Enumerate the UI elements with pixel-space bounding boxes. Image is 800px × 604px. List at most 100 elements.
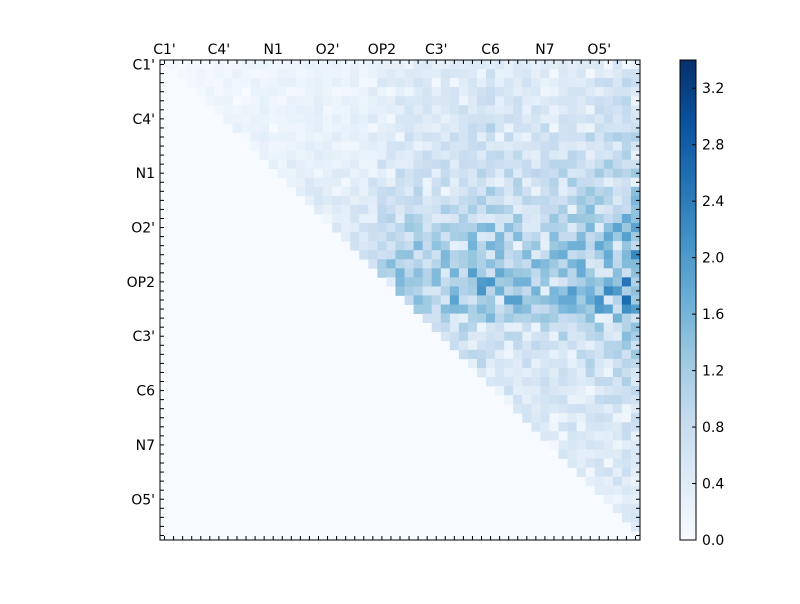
heatmap-cell [567, 69, 578, 79]
heatmap-cell [540, 141, 550, 151]
heatmap-cell [585, 286, 596, 296]
heatmap-cell [486, 204, 496, 215]
heatmap-cell [558, 440, 568, 450]
heatmap-cell [612, 286, 623, 296]
heatmap-cell [486, 286, 496, 296]
heatmap-cell [603, 304, 614, 314]
heatmap-cell [295, 60, 306, 70]
heatmap-cell [522, 268, 532, 278]
heatmap-cell [576, 114, 587, 124]
heatmap-cell [413, 232, 424, 242]
heatmap-cell [504, 177, 514, 188]
heatmap-cell [531, 304, 541, 314]
heatmap-cell [431, 159, 442, 170]
heatmap-cell [531, 223, 541, 233]
heatmap-cell [549, 204, 559, 215]
heatmap-cell [585, 277, 596, 287]
heatmap-cell [431, 295, 442, 305]
heatmap-cell [522, 132, 532, 142]
y-tick-label: O5' [131, 492, 155, 508]
heatmap-cell [404, 123, 414, 133]
heatmap-cell [603, 485, 614, 496]
heatmap-cell [449, 268, 460, 278]
heatmap-cell [531, 322, 541, 333]
heatmap-cell [603, 449, 614, 459]
heatmap-cell [449, 195, 460, 206]
heatmap-cell [431, 168, 442, 179]
heatmap-cell [576, 204, 587, 215]
heatmap-cell [594, 449, 605, 459]
heatmap-cell [286, 177, 297, 188]
y-tick-label: C3' [132, 329, 155, 345]
heatmap-cell [504, 204, 514, 215]
heatmap-cell [377, 250, 387, 260]
heatmap-cell [449, 322, 460, 333]
heatmap-cell [214, 69, 224, 79]
heatmap-cell [350, 78, 360, 88]
heatmap-cell [549, 223, 559, 233]
heatmap-cell [422, 268, 433, 278]
heatmap-cell [513, 259, 523, 269]
heatmap-cell [594, 141, 605, 151]
heatmap-cell [313, 177, 324, 188]
heatmap-cell [495, 304, 505, 314]
heatmap-cell [467, 295, 478, 305]
heatmap-cell [531, 367, 541, 378]
heatmap-cell [205, 69, 215, 79]
heatmap-cell [395, 123, 405, 133]
colorbar-tick-label: 1.6 [702, 307, 724, 323]
heatmap-cell [404, 114, 414, 124]
heatmap-cell [313, 114, 324, 124]
heatmap-cell [621, 313, 632, 324]
heatmap-cell [458, 123, 469, 133]
heatmap-cell [522, 313, 532, 324]
heatmap-cell [531, 123, 541, 133]
heatmap-cell [495, 340, 505, 351]
heatmap-cell [513, 286, 523, 296]
heatmap-cell [386, 213, 396, 224]
heatmap-cell [332, 223, 342, 233]
heatmap-cell [377, 159, 387, 170]
heatmap-cell [558, 449, 568, 459]
heatmap-cell [250, 78, 261, 88]
heatmap-cell [341, 232, 351, 242]
heatmap-cell [585, 413, 596, 423]
heatmap-cell [350, 168, 360, 179]
heatmap-cell [431, 123, 442, 133]
heatmap-cell [458, 159, 469, 170]
heatmap-cell [594, 114, 605, 124]
heatmap-cell [323, 69, 333, 79]
heatmap-cell [449, 105, 460, 115]
heatmap-cell [495, 241, 505, 251]
heatmap-cell [368, 232, 378, 242]
heatmap-cell [368, 150, 378, 161]
heatmap-cell [531, 159, 541, 170]
heatmap-cell [295, 96, 306, 106]
heatmap-cell [558, 322, 568, 333]
heatmap-cell [612, 114, 623, 124]
heatmap-cell [630, 268, 641, 278]
heatmap-cell [440, 132, 451, 142]
heatmap-cell [612, 168, 623, 179]
heatmap-cell [603, 277, 614, 287]
heatmap-cell [404, 159, 414, 170]
heatmap-cell [603, 87, 614, 97]
heatmap-cell [368, 78, 378, 88]
heatmap-cell [431, 69, 442, 79]
heatmap-cell [169, 60, 179, 70]
heatmap-cell [467, 241, 478, 251]
heatmap-cell [323, 195, 333, 206]
heatmap-cell [504, 367, 514, 378]
heatmap-cell [549, 114, 559, 124]
heatmap-cell [404, 150, 414, 161]
heatmap-cell [594, 313, 605, 324]
heatmap-cell [431, 150, 442, 161]
heatmap-cell [486, 177, 496, 188]
heatmap-cell [332, 123, 342, 133]
heatmap-cell [386, 168, 396, 179]
colorbar-tick-label: 1.2 [702, 364, 724, 380]
heatmap-cell [513, 195, 523, 206]
heatmap-cell [630, 132, 641, 142]
heatmap-cell [594, 105, 605, 115]
heatmap-cell [458, 286, 469, 296]
